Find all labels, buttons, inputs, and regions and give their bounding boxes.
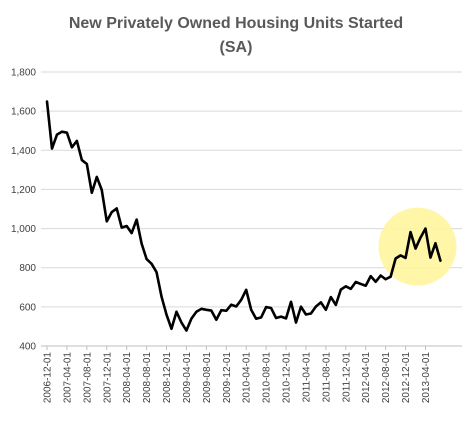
x-tick-label: 2012-12-01 [401,352,412,404]
x-tick-label: 2007-04-01 [62,352,73,404]
x-tick-labels: 2006-12-01 2007-04-01 2007-08-01 2007-12-01… [43,352,432,404]
series-line-housing-starts [45,100,442,332]
x-tick-label: 2008-08-01 [142,352,153,404]
x-tick-label: 2009-04-01 [182,352,193,404]
y-tick-label: 400 [19,342,36,353]
x-tick-label: 2010-04-01 [242,352,253,404]
y-tick-label: 1,600 [11,107,36,118]
chart-title: New Privately Owned Housing Units Starte… [69,15,403,32]
y-tick-labels: 400 600 800 1,000 1,200 1,400 1,600 1,800 [11,68,36,353]
y-tick-label: 1,800 [11,68,36,79]
gridlines [41,71,462,308]
series-layer [45,100,442,332]
x-tick-label: 2007-12-01 [102,352,113,404]
x-tick-label: 2012-08-01 [381,352,392,404]
x-tick-label: 2010-12-01 [282,352,293,404]
x-tick-label: 2009-08-01 [202,352,213,404]
axes [41,345,462,350]
x-tick-label: 2011-04-01 [301,352,312,403]
chart-subtitle: (SA) [220,39,253,56]
y-tick-label: 800 [19,263,36,274]
x-tick-label: 2012-04-01 [361,352,372,404]
x-tick-label: 2010-08-01 [262,352,273,404]
y-tick-label: 1,200 [11,185,36,196]
x-tick-label: 2007-08-01 [82,352,93,404]
x-tick-label: 2006-12-01 [43,352,54,404]
y-tick-label: 600 [19,302,36,313]
y-tick-label: 1,000 [11,224,36,235]
x-tick-label: 2013-04-01 [421,352,432,404]
x-tick-label: 2009-12-01 [222,352,233,404]
x-tick-label: 2008-04-01 [122,352,133,404]
y-tick-label: 1,400 [11,146,36,157]
x-tick-label: 2011-08-01 [321,352,332,403]
x-tick-label: 2011-12-01 [341,352,352,403]
x-tick-label: 2008-12-01 [162,352,173,404]
